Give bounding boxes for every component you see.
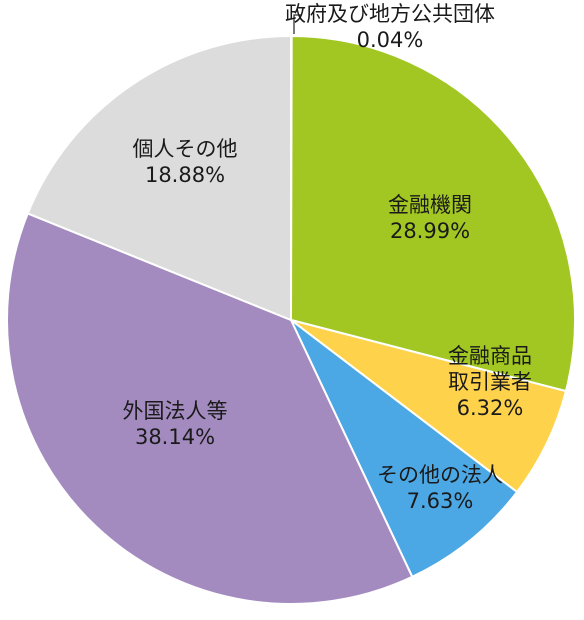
slice-label-financial: 金融機関 28.99% [388,193,472,243]
slice-value-financial: 28.99% [390,219,470,243]
pie-slice-other-corp [290,319,519,578]
pie-slice-individual [26,35,292,321]
pie-slice-financial [290,35,576,393]
slice-name-securities: 取引業者 [448,370,532,394]
leader-line-gov [293,14,302,34]
pie-slice-securities [290,319,567,493]
slice-label-securities: 金融商品取引業者 6.32% [448,344,532,420]
slice-name-individual: 個人その他 [133,137,238,161]
slice-value-securities: 6.32% [457,396,524,420]
slice-name-other-corp: その他の法人 [377,463,503,487]
slice-value-other-corp: 7.63% [407,489,474,513]
slice-name-gov: 政府及び地方公共団体 [285,2,495,26]
slice-label-other-corp: その他の法人 7.63% [377,463,503,513]
slice-value-foreign: 38.14% [135,425,215,449]
slice-name-foreign: 外国法人等 [123,399,228,423]
slice-label-gov: 政府及び地方公共団体 0.04% [285,2,495,52]
slice-name-securities: 金融商品 [448,344,532,368]
slice-value-individual: 18.88% [145,163,225,187]
slice-label-individual: 個人その他 18.88% [133,137,238,187]
pie-slices [6,34,576,605]
pie-slice-foreign [6,212,414,605]
pie-labels: 政府及び地方公共団体 0.04% 金融機関 28.99% 金融商品取引業者 6.32% その… [123,2,533,513]
slice-value-gov: 0.04% [357,28,424,52]
slice-name-financial: 金融機関 [388,193,472,217]
slice-label-foreign: 外国法人等 38.14% [123,399,228,449]
